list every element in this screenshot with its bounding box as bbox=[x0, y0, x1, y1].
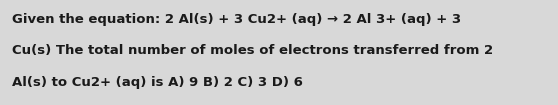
Text: Cu(s) The total number of moles of electrons transferred from 2: Cu(s) The total number of moles of elect… bbox=[12, 44, 493, 57]
Text: Al(s) to Cu2+ (aq) is A) 9 B) 2 C) 3 D) 6: Al(s) to Cu2+ (aq) is A) 9 B) 2 C) 3 D) … bbox=[12, 76, 303, 89]
Text: Given the equation: 2 Al(s) + 3 Cu2+ (aq) → 2 Al 3+ (aq) + 3: Given the equation: 2 Al(s) + 3 Cu2+ (aq… bbox=[12, 13, 461, 26]
